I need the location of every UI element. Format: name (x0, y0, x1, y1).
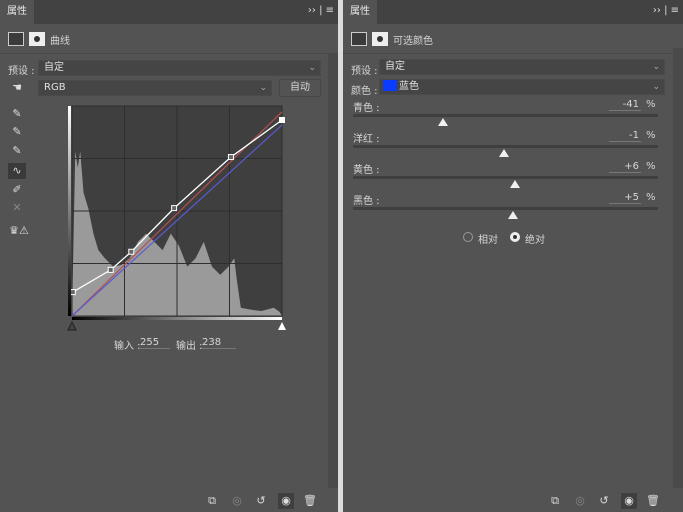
slider-value-input[interactable]: -1 (609, 130, 641, 142)
preset-value: 自定 (385, 61, 405, 72)
smooth-icon[interactable]: ✕ (12, 201, 22, 214)
panel-footer: ⧉ ◎ ↺ ◉ 🗑 (0, 490, 338, 512)
output-gradient-bar (68, 106, 71, 316)
tab-bar: 属性 ›› | ≡ (0, 0, 338, 24)
chevron-down-icon: ⌄ (259, 83, 267, 93)
slider-value-input[interactable]: +6 (609, 161, 641, 173)
sample-highlight-icon[interactable]: ✎ (12, 144, 22, 157)
curve-point (279, 117, 285, 123)
scrollbar[interactable] (328, 54, 338, 488)
adjustment-header: 可选颜色 (343, 24, 683, 54)
slider-thumb[interactable] (498, 149, 509, 157)
input-value[interactable]: 255 (140, 337, 170, 349)
relative-label: 相对 (478, 235, 498, 246)
mask-icon[interactable] (372, 32, 388, 46)
chevron-down-icon: ⌄ (652, 82, 660, 92)
curve-point (227, 154, 234, 161)
slider-value-input[interactable]: +5 (609, 192, 641, 204)
colors-value: 蓝色 (399, 81, 419, 92)
selective-color-icon[interactable] (351, 32, 367, 46)
percent-label: % (646, 130, 656, 141)
slider-thumb[interactable] (509, 180, 520, 188)
reset-icon[interactable]: ↺ (256, 494, 266, 507)
chevron-down-icon: ⌄ (308, 63, 316, 73)
reset-icon[interactable]: ↺ (599, 494, 609, 507)
curves-icon[interactable] (8, 32, 24, 46)
absolute-label: 绝对 (525, 235, 545, 246)
slider-thumb[interactable] (508, 211, 519, 219)
scrollbar[interactable] (673, 48, 683, 488)
delete-icon[interactable]: 🗑 (303, 494, 317, 507)
black-point-slider (67, 320, 77, 331)
slider-track[interactable] (353, 145, 658, 148)
absolute-radio[interactable] (510, 232, 520, 242)
colors-label: 颜色 : (351, 86, 378, 97)
slider-thumb[interactable] (438, 118, 449, 126)
channel-select[interactable]: RGB ⌄ (38, 80, 272, 96)
adjustment-header: 曲线 (0, 24, 338, 54)
tab-properties[interactable]: 属性 (0, 0, 34, 24)
auto-button[interactable]: 自动 (279, 79, 321, 97)
panel-footer: ⧉ ◎ ↺ ◉ 🗑 (343, 490, 683, 512)
slider-label: 洋红 : (353, 134, 380, 145)
preset-label: 预设 : (351, 66, 378, 77)
slider-track[interactable] (353, 176, 658, 179)
panel-menu-icon[interactable]: ›› | ≡ (652, 5, 679, 16)
color-swatch (383, 80, 397, 91)
curve-points-icon[interactable]: ∿ (8, 163, 26, 179)
clip-to-layer-icon[interactable]: ⧉ (208, 494, 216, 507)
slider-value-input[interactable]: -41 (609, 99, 641, 111)
rgb-curve (72, 119, 283, 293)
selective-color-properties-panel: 属性 ›› | ≡ 可选颜色 预设 : 自定 ⌄ 颜色 : 蓝色 ⌄ 青色 : -4… (343, 0, 683, 512)
delete-icon[interactable]: 🗑 (646, 494, 660, 507)
curve-point (69, 289, 76, 296)
visibility-icon[interactable]: ◉ (621, 493, 637, 509)
tab-properties[interactable]: 属性 (343, 0, 377, 24)
channel-value: RGB (44, 82, 66, 93)
percent-label: % (646, 161, 656, 172)
pencil-icon[interactable]: ✐ (12, 183, 22, 196)
preset-label: 预设 : (8, 66, 35, 77)
relative-radio[interactable] (463, 232, 473, 242)
adjustment-title: 曲线 (50, 36, 70, 47)
slider-label: 黄色 : (353, 165, 380, 176)
slider-label: 青色 : (353, 103, 380, 114)
adjustment-title: 可选颜色 (393, 36, 433, 47)
panel-menu-icon[interactable]: ›› | ≡ (307, 5, 334, 16)
graph-border (71, 105, 283, 317)
preset-select[interactable]: 自定 ⌄ (379, 59, 665, 75)
slider-track[interactable] (353, 207, 658, 210)
chevron-down-icon: ⌄ (652, 62, 660, 72)
preset-value: 自定 (44, 62, 64, 73)
on-image-adjust-icon[interactable]: ☚ (12, 81, 22, 94)
clipping-warning-icon[interactable]: ♛⚠ (9, 224, 29, 237)
preset-select[interactable]: 自定 ⌄ (38, 60, 321, 76)
visibility-icon[interactable]: ◉ (278, 493, 294, 509)
percent-label: % (646, 99, 656, 110)
curve-point (171, 205, 178, 212)
white-point-slider (278, 322, 286, 330)
input-label: 输入 : (114, 341, 141, 352)
output-label: 输出 : (176, 341, 203, 352)
curve-point (128, 248, 135, 255)
view-previous-icon[interactable]: ◎ (575, 494, 585, 507)
clip-to-layer-icon[interactable]: ⧉ (551, 494, 559, 507)
curve-point (107, 266, 114, 273)
sample-shadow-icon[interactable]: ✎ (12, 107, 22, 120)
input-gradient-bar (72, 317, 282, 320)
percent-label: % (646, 192, 656, 203)
blue-channel-curve (71, 124, 283, 317)
slider-track[interactable] (353, 114, 658, 117)
output-value[interactable]: 238 (202, 337, 236, 349)
sample-midtone-icon[interactable]: ✎ (12, 125, 22, 138)
slider-label: 黑色 : (353, 196, 380, 207)
curve-graph[interactable] (64, 100, 294, 335)
view-previous-icon[interactable]: ◎ (232, 494, 242, 507)
tab-bar: 属性 ›› | ≡ (343, 0, 683, 24)
mask-icon[interactable] (29, 32, 45, 46)
curves-properties-panel: 属性 ›› | ≡ 曲线 预设 : 自定 ⌄ ☚ RGB ⌄ 自动 ✎ ✎ ✎ ∿ … (0, 0, 338, 512)
colors-select[interactable]: 蓝色 ⌄ (379, 79, 665, 95)
